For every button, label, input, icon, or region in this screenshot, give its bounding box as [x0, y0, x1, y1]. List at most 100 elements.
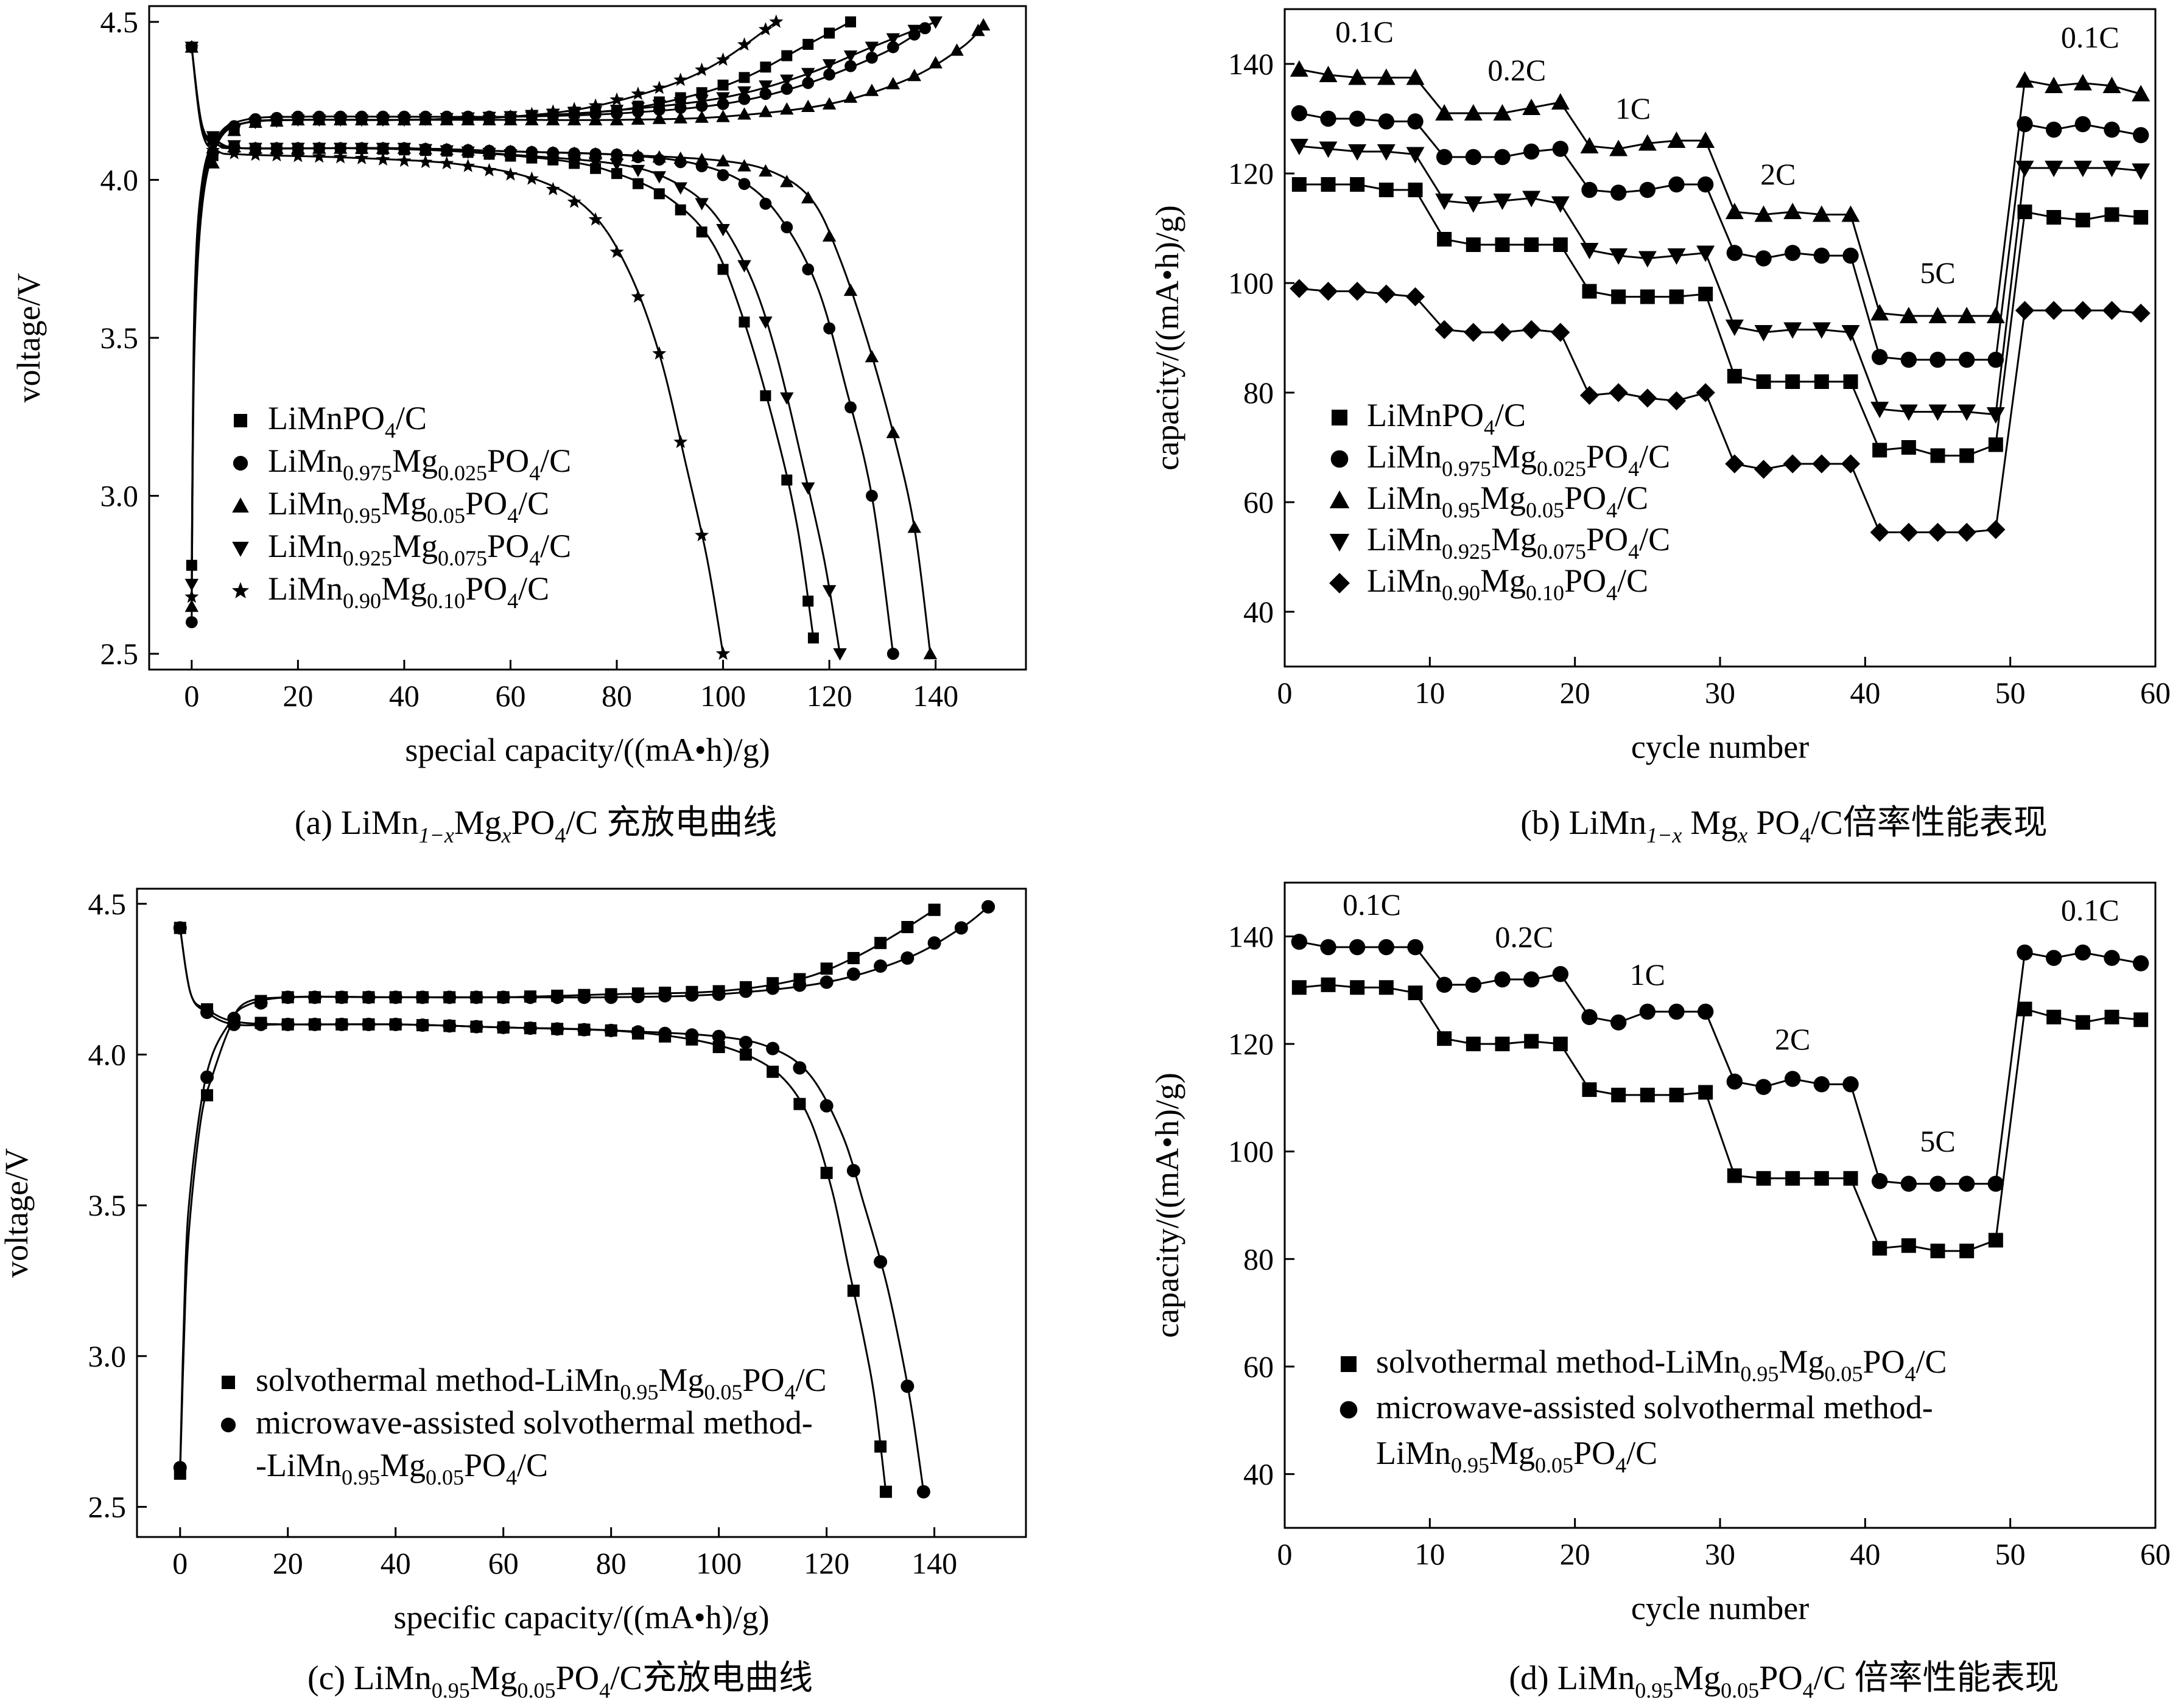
data-point	[2133, 1012, 2149, 1028]
legend-marker	[1332, 410, 1347, 425]
data-point	[1696, 131, 1715, 148]
charge-point	[184, 599, 199, 612]
data-point	[1408, 183, 1423, 197]
data-point	[1551, 323, 1570, 342]
discharge-point	[248, 147, 263, 161]
series-circle	[1291, 933, 2149, 1192]
discharge-point	[440, 156, 454, 170]
data-point	[1899, 522, 1919, 542]
subscript: 0.05	[1526, 498, 1564, 522]
data-point	[2104, 207, 2119, 222]
data-point	[1609, 139, 1628, 156]
discharge-point	[685, 1028, 699, 1042]
text-run: PO	[465, 485, 507, 522]
discharge-point	[312, 149, 326, 163]
charge-point	[695, 94, 709, 107]
legend-label: LiMn0.925Mg0.075PO4/C	[1367, 521, 1670, 564]
charge-point	[874, 959, 888, 973]
x-tick-label: 40	[1850, 676, 1880, 710]
data-point	[1785, 1171, 1800, 1186]
discharge-point	[712, 1041, 725, 1054]
charge-point	[844, 60, 857, 72]
text-run: /C	[518, 570, 549, 607]
discharge-point	[354, 142, 369, 155]
discharge-point	[780, 175, 794, 187]
charge-point	[200, 1070, 214, 1084]
discharge-point	[717, 169, 729, 181]
discharge-point	[362, 1017, 376, 1031]
text-run: Mg	[1682, 804, 1738, 842]
text-run: microwave-assisted solvothermal method-	[256, 1404, 813, 1441]
y-axis-title: capacity/((mA•h)/g)	[1149, 205, 1185, 471]
charge-point	[824, 27, 835, 39]
subscript: 0.10	[427, 589, 465, 613]
data-point	[1639, 1003, 1656, 1020]
data-point	[2075, 1015, 2090, 1030]
data-point	[1318, 281, 1338, 301]
discharge-point	[737, 159, 751, 172]
data-point	[1436, 976, 1453, 993]
charge-point	[673, 72, 688, 86]
data-point	[1928, 307, 1947, 323]
data-point	[1959, 1244, 1975, 1259]
y-axis-title: voltage/V	[10, 273, 47, 403]
charge-point	[254, 996, 268, 1010]
charge-point	[793, 978, 807, 992]
data-point	[2131, 303, 2151, 323]
discharge-curve	[191, 47, 724, 654]
charge-point	[523, 990, 537, 1004]
subscript: 4	[784, 1380, 795, 1404]
discharge-point	[376, 142, 390, 155]
discharge-point	[874, 1255, 888, 1269]
x-tick-label: 120	[804, 1546, 849, 1580]
charge-point	[822, 97, 837, 110]
x-tick-label: 0	[1277, 1537, 1293, 1571]
data-point	[1696, 245, 1715, 262]
charge-point	[759, 88, 772, 100]
charge-point	[759, 105, 773, 117]
discharge-point	[504, 149, 518, 162]
data-point	[1290, 279, 1309, 298]
rate-label: 0.1C	[1343, 888, 1401, 922]
data-point	[1610, 1014, 1627, 1031]
discharge-point	[675, 204, 686, 215]
data-point	[1841, 325, 1860, 341]
rate-label: 1C	[1630, 958, 1665, 992]
discharge-point	[673, 182, 687, 195]
charge-point	[759, 80, 773, 93]
text-run: LiMn	[1367, 480, 1442, 516]
text-run: /C 充放电曲线	[566, 804, 777, 842]
discharge-point	[525, 151, 539, 164]
data-point	[1754, 460, 1774, 479]
discharge-point	[604, 1023, 618, 1037]
y-tick-label: 3.5	[88, 1188, 127, 1222]
text-run: Mg	[381, 485, 427, 522]
subscript: 4	[1615, 1453, 1626, 1477]
data-point	[1929, 1175, 1946, 1192]
legend-marker	[233, 455, 248, 471]
data-point	[1872, 443, 1887, 458]
charge-point	[739, 72, 750, 83]
data-point	[1928, 522, 1948, 542]
charge-point	[546, 104, 560, 118]
y-tick-label: 100	[1228, 266, 1274, 300]
subscript: 0.05	[1535, 1453, 1573, 1477]
data-point	[1377, 68, 1396, 85]
text-run: PO	[487, 528, 529, 564]
charge-point	[609, 105, 624, 117]
series-star	[184, 14, 784, 660]
charge-point	[901, 951, 915, 965]
data-point	[1611, 1087, 1626, 1102]
charge-point	[781, 83, 793, 95]
text-run: Mg	[470, 1659, 518, 1697]
legend-label: LiMn0.95Mg0.05PO4/C	[1376, 1435, 1657, 1477]
discharge-point	[716, 224, 730, 237]
text-run: Mg	[1491, 438, 1537, 475]
charge-point	[780, 74, 794, 87]
discharge-point	[866, 489, 878, 502]
data-point	[1813, 247, 1830, 264]
text-run: /C	[540, 528, 571, 564]
charge-point	[801, 68, 815, 80]
legend-label: solvothermal method-LiMn0.95Mg0.05PO4/C	[256, 1362, 826, 1404]
data-point	[1494, 971, 1511, 988]
